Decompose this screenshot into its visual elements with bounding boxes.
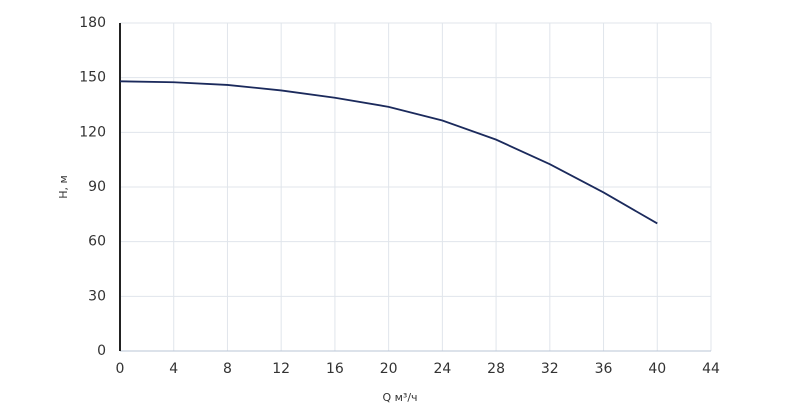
x-tick-label: 4: [169, 361, 178, 377]
y-tick-label: 30: [88, 288, 106, 304]
y-axis-label: H, м: [57, 175, 70, 199]
x-tick-label: 12: [272, 361, 290, 377]
x-tick-label: 32: [541, 361, 559, 377]
x-tick-label: 40: [648, 361, 666, 377]
y-tick-label: 180: [79, 15, 106, 31]
curve: [119, 80, 658, 225]
y-tick-label: 0: [97, 343, 106, 359]
x-tick-label: 28: [487, 361, 505, 377]
x-axis-label: Q м³/ч: [382, 391, 417, 404]
y-tick-label: 150: [79, 70, 106, 86]
x-tick-label: 20: [380, 361, 398, 377]
x-tick-label: 36: [595, 361, 613, 377]
x-tick-label: 16: [326, 361, 344, 377]
y-tick-label: 90: [88, 179, 106, 195]
x-tick-label: 24: [433, 361, 451, 377]
x-tick-label: 44: [702, 361, 720, 377]
y-tick-label: 120: [79, 124, 106, 140]
x-tick-label: 0: [116, 361, 125, 377]
y-tick-label: 60: [88, 234, 106, 250]
x-tick-label: 8: [223, 361, 232, 377]
